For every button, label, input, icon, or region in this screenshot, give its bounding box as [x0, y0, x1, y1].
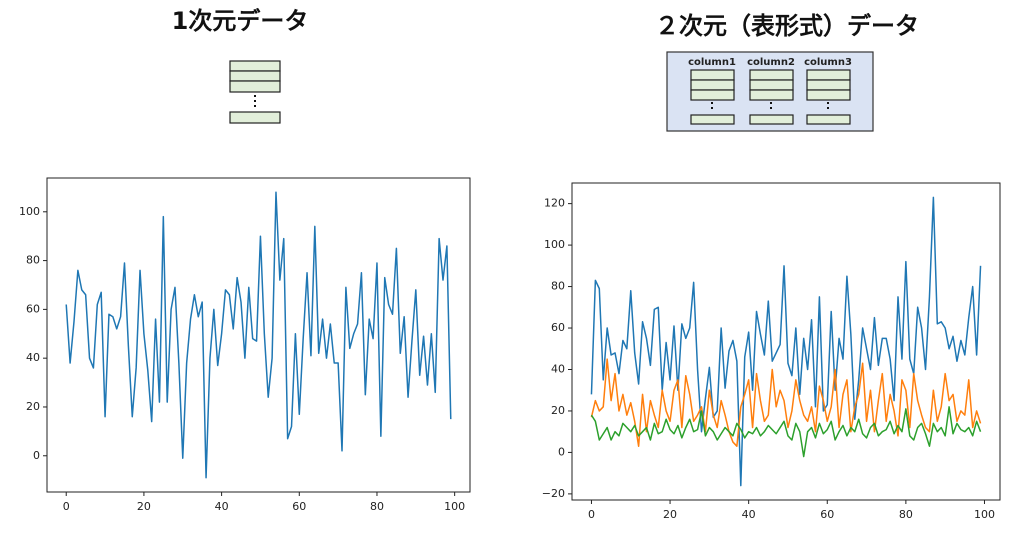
series-line: [590, 358, 982, 447]
y-tick-label: 100: [544, 238, 565, 251]
x-tick-label: 60: [292, 500, 306, 513]
x-tick-label: 80: [370, 500, 384, 513]
axes-frame: [571, 182, 1001, 501]
cell: [229, 70, 281, 82]
y-tick-label: −20: [542, 487, 565, 500]
chart-title: 1次元データ: [172, 7, 309, 35]
y-tick-label: 80: [26, 254, 40, 267]
cell: [229, 111, 281, 124]
columns: column1 column2 column3: [688, 57, 852, 125]
table-diagram: column1 column2 column3: [666, 51, 874, 132]
x-tick-label: 100: [444, 500, 465, 513]
y-tick-label: 100: [19, 205, 40, 218]
chart-title: ２次元（表形式）データ: [655, 12, 919, 40]
y-tick-label: 0: [558, 445, 565, 458]
x-tick-label: 40: [742, 508, 756, 521]
x-tick-label: 0: [63, 500, 70, 513]
series-line: [65, 191, 452, 479]
cell: [690, 89, 735, 101]
one-d-diagram: [229, 60, 281, 124]
y-tick-label: 0: [33, 449, 40, 462]
y-tick-label: 60: [551, 321, 565, 334]
y-tick-label: 20: [551, 404, 565, 417]
column-label: column3: [804, 57, 852, 68]
x-tick-label: 80: [899, 508, 913, 521]
cell: [229, 80, 281, 93]
column-label: column2: [747, 57, 795, 68]
cell: [690, 79, 735, 91]
cell: [690, 69, 735, 81]
x-tick-label: 20: [137, 500, 151, 513]
x-tick-label: 20: [663, 508, 677, 521]
y-tick-label: 20: [26, 400, 40, 413]
cell: [749, 79, 794, 91]
y-tick-label: 120: [544, 197, 565, 210]
y-tick-label: 40: [551, 362, 565, 375]
cell: [806, 79, 851, 91]
cell: [690, 114, 735, 125]
cell: [806, 89, 851, 101]
axes-frame: [46, 177, 471, 493]
y-tick-label: 80: [551, 280, 565, 293]
column-label: column1: [688, 57, 736, 68]
cell: [806, 114, 851, 125]
cell: [749, 69, 794, 81]
x-tick-label: 0: [588, 508, 595, 521]
y-tick-label: 40: [26, 351, 40, 364]
cell: [229, 60, 281, 72]
y-tick-label: 60: [26, 302, 40, 315]
cell: [749, 89, 794, 101]
series-line: [590, 196, 982, 487]
x-tick-label: 40: [215, 500, 229, 513]
cell: [749, 114, 794, 125]
x-tick-label: 100: [974, 508, 995, 521]
series-line: [590, 406, 982, 458]
x-tick-label: 60: [820, 508, 834, 521]
cell: [806, 69, 851, 81]
